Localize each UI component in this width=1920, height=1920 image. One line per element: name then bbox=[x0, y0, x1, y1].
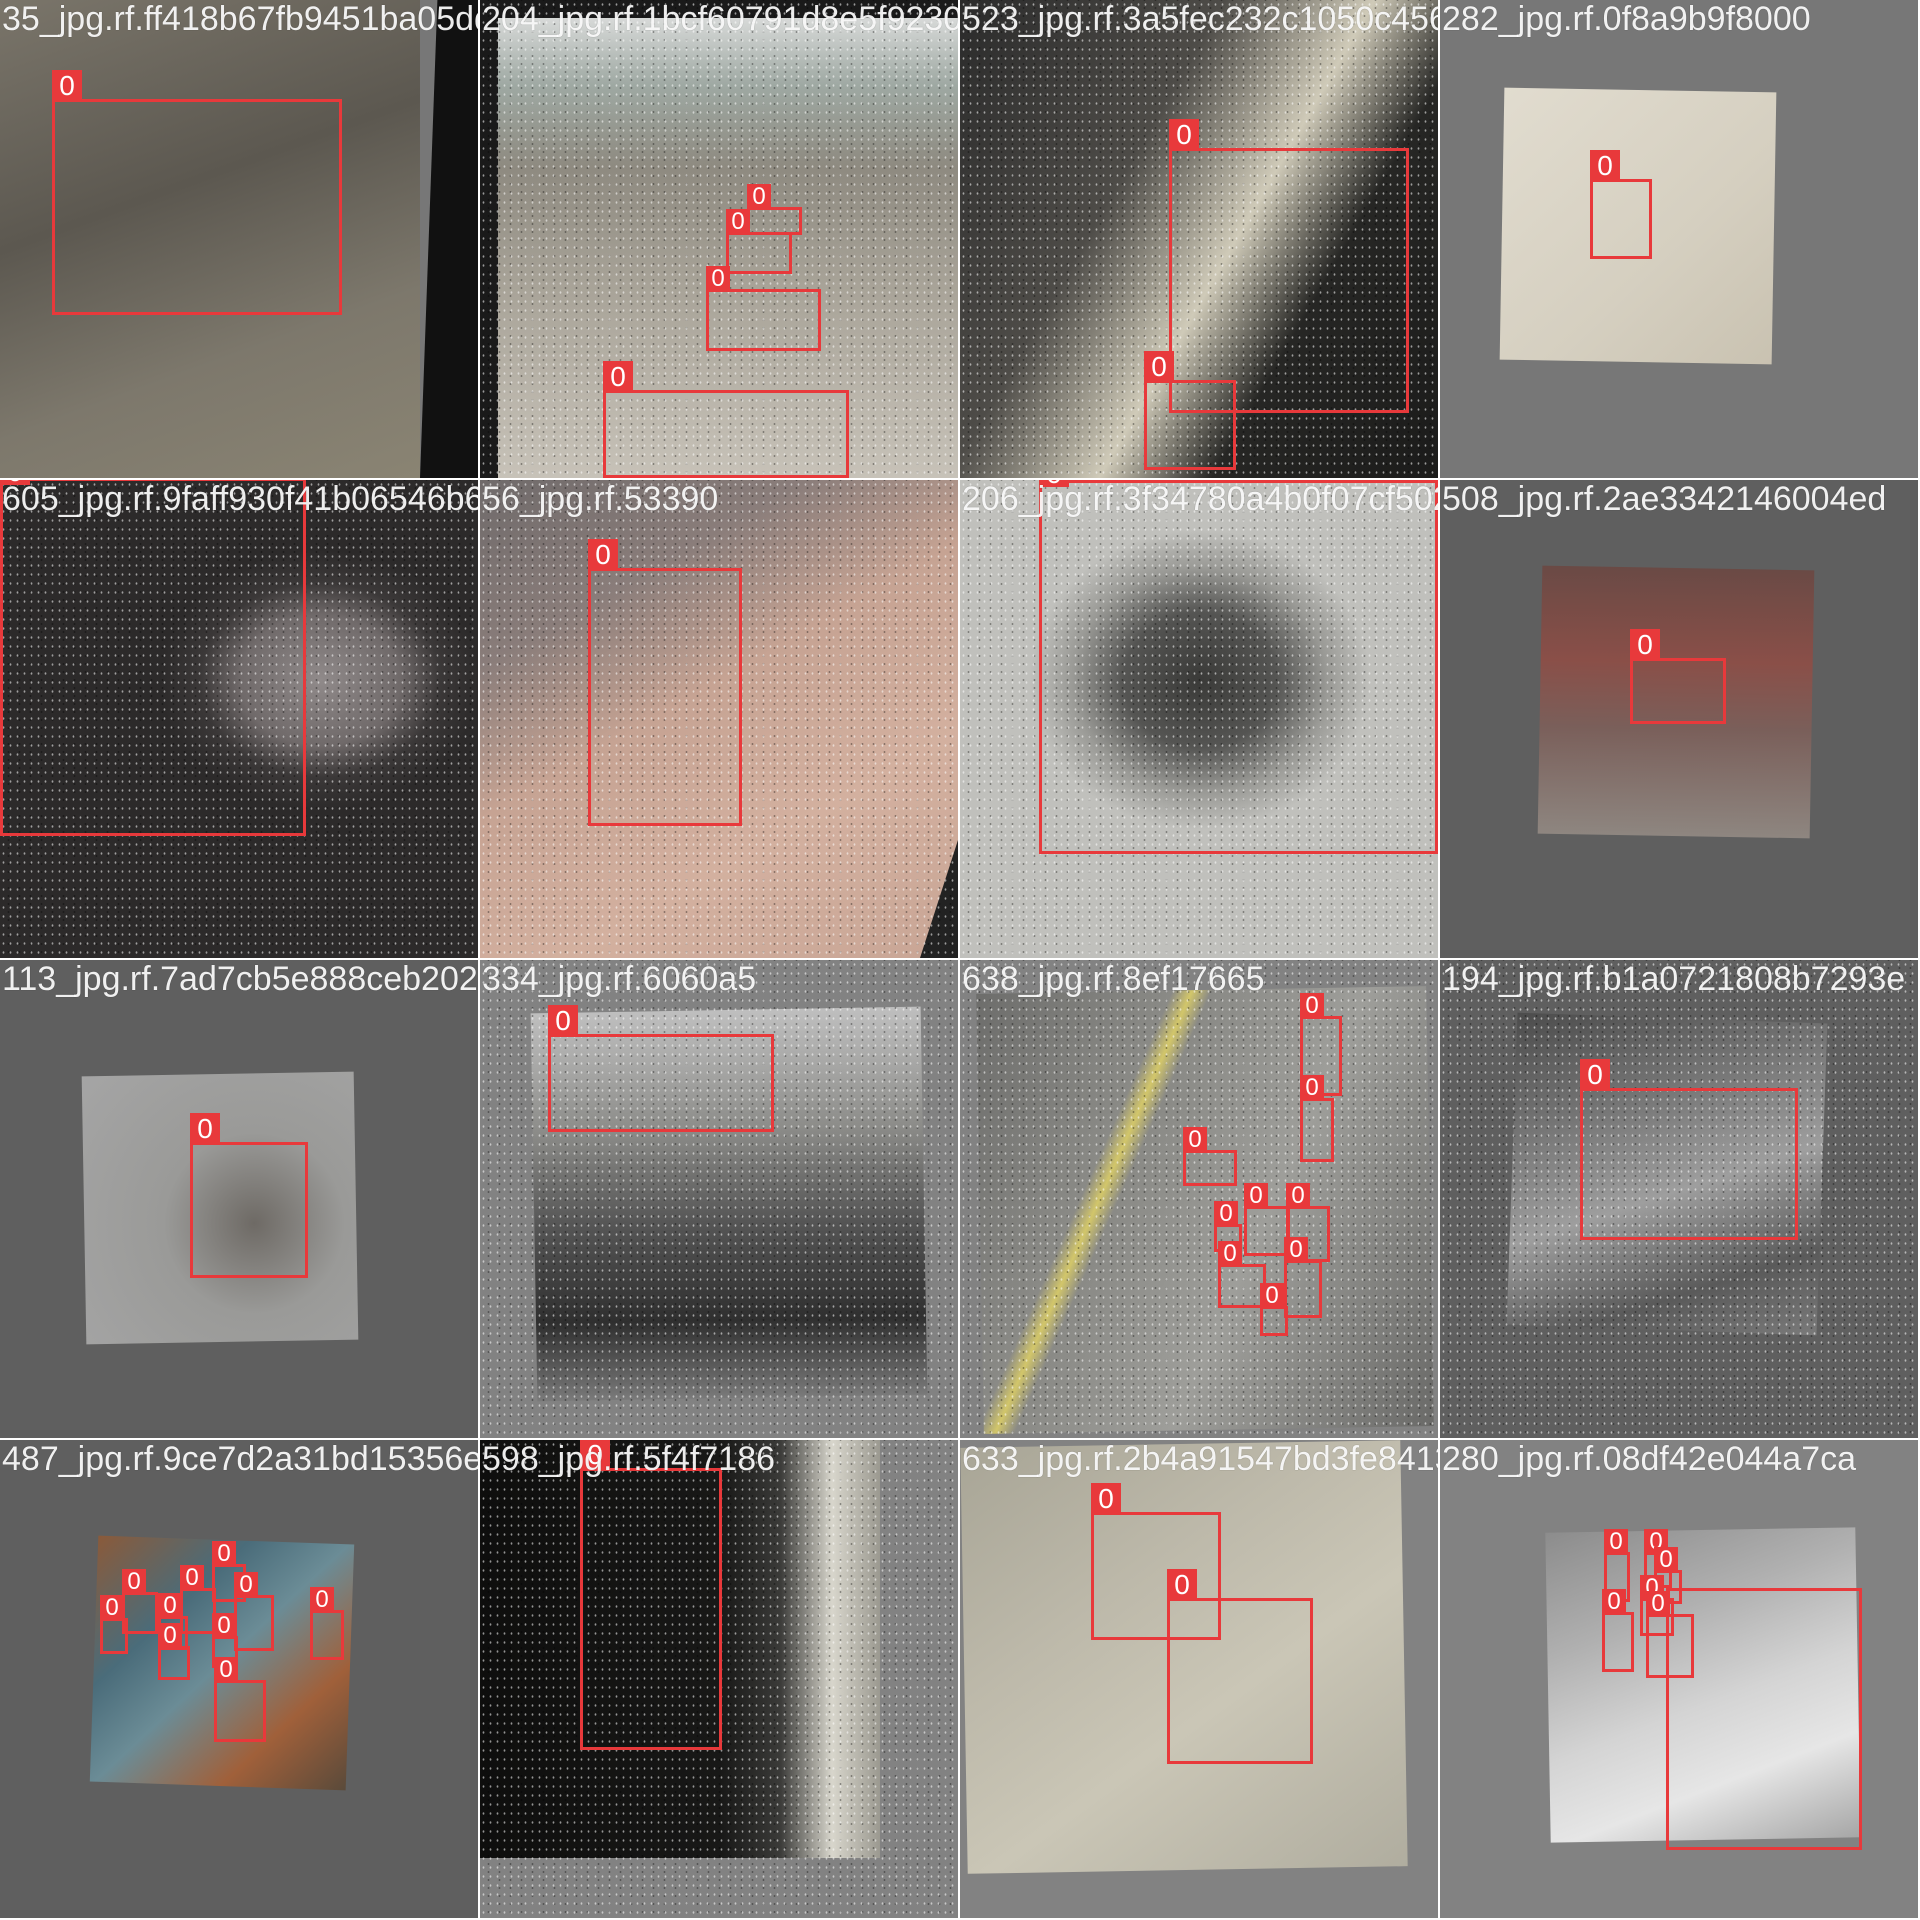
tile-filename: 194_jpg.rf.b1a0721808b7293e bbox=[1442, 962, 1905, 996]
pothole-bounding-box: 0 bbox=[580, 1468, 722, 1750]
pothole-bounding-box: 0 bbox=[1602, 1612, 1634, 1672]
tile-filename: 280_jpg.rf.08df42e044a7ca bbox=[1442, 1442, 1856, 1476]
tile-filename: 633_jpg.rf.2b4a91547bd3fe8413c8ef2805 bbox=[962, 1442, 1438, 1476]
tile-photo-edge bbox=[420, 0, 478, 478]
class-label: 0 bbox=[212, 1613, 236, 1639]
class-label: 0 bbox=[1183, 1127, 1207, 1153]
class-label: 0 bbox=[1300, 1075, 1324, 1101]
class-label: 0 bbox=[1244, 1183, 1268, 1209]
class-label: 0 bbox=[52, 70, 82, 102]
class-label: 0 bbox=[588, 539, 618, 571]
class-label: 0 bbox=[122, 1569, 146, 1595]
mosaic-tile: 633_jpg.rf.2b4a91547bd3fe8413c8ef2805 0 … bbox=[960, 1440, 1438, 1918]
mosaic-tile: 523_jpg.rf.3a5fec232c1050c4562d851a97866… bbox=[960, 0, 1438, 478]
pothole-bounding-box: 0 bbox=[1218, 1264, 1266, 1308]
pothole-bounding-box: 0 bbox=[588, 568, 742, 826]
tile-filename: 282_jpg.rf.0f8a9b9f8000 bbox=[1442, 2, 1811, 36]
pothole-bounding-box: 0 bbox=[1183, 1150, 1237, 1186]
tile-filename: 605_jpg.rf.9faff930f41b06546b66848f35130… bbox=[2, 482, 478, 516]
tile-filename: 638_jpg.rf.8ef17665 bbox=[962, 962, 1264, 996]
class-label: 0 bbox=[747, 184, 771, 210]
mosaic-tile: 35_jpg.rf.ff418b67fb9451ba05dd4f3e77f1d0… bbox=[0, 0, 478, 478]
class-label: 0 bbox=[1604, 1529, 1628, 1555]
pothole-bounding-box: 0 bbox=[548, 1034, 774, 1132]
class-label: 0 bbox=[158, 1593, 182, 1619]
class-label: 0 bbox=[1144, 351, 1174, 383]
pothole-bounding-box: 0 bbox=[310, 1610, 344, 1660]
class-label: 0 bbox=[1218, 1241, 1242, 1267]
tile-filename: 206_jpg.rf.3f34780a4b0f07cf502 bbox=[962, 482, 1438, 516]
class-label: 0 bbox=[1260, 1283, 1284, 1309]
class-label: 0 bbox=[212, 1541, 236, 1567]
tile-filename: 334_jpg.rf.6060a5 bbox=[482, 962, 756, 996]
pothole-bounding-box: 0 bbox=[1300, 1098, 1334, 1162]
mosaic-tile: 113_jpg.rf.7ad7cb5e888ceb2024c93c6980b67… bbox=[0, 960, 478, 1438]
pothole-bounding-box: 0 bbox=[1260, 1306, 1288, 1336]
tile-filename: 523_jpg.rf.3a5fec232c1050c4562d851a97866… bbox=[962, 2, 1438, 36]
class-label: 0 bbox=[1214, 1201, 1238, 1227]
pothole-bounding-box: 0 bbox=[747, 207, 802, 235]
tile-filename: 113_jpg.rf.7ad7cb5e888ceb2024c93c6980b67… bbox=[2, 962, 478, 996]
pothole-bounding-box: 0 bbox=[1144, 380, 1236, 470]
tile-filename: 56_jpg.rf.53390 bbox=[482, 482, 718, 516]
pothole-bounding-box: 0 bbox=[1039, 480, 1438, 854]
class-label: 0 bbox=[1286, 1183, 1310, 1209]
mosaic-tile: 334_jpg.rf.6060a5 0 bbox=[480, 960, 958, 1438]
class-label: 0 bbox=[234, 1572, 258, 1598]
mosaic-tile: 204_jpg.rf.1bcf60791d8e5f9230c94f3a8919 … bbox=[480, 0, 958, 478]
class-label: 0 bbox=[180, 1565, 204, 1591]
class-label: 0 bbox=[1602, 1589, 1626, 1615]
pothole-bounding-box: 0 bbox=[603, 390, 849, 478]
pothole-bounding-box: 0 bbox=[726, 232, 792, 274]
tile-filename: 487_jpg.rf.9ce7d2a31bd15356e7ac7b7ff0f66… bbox=[2, 1442, 478, 1476]
pothole-bounding-box: 0 bbox=[1169, 148, 1409, 413]
class-label: 0 bbox=[190, 1113, 220, 1145]
mosaic-tile: 206_jpg.rf.3f34780a4b0f07cf502 0 bbox=[960, 480, 1438, 958]
class-label: 0 bbox=[1091, 1483, 1121, 1515]
mosaic-tile: 282_jpg.rf.0f8a9b9f8000 0 bbox=[1440, 0, 1918, 478]
class-label: 0 bbox=[603, 361, 633, 393]
pothole-bounding-box: 0 bbox=[1167, 1598, 1313, 1764]
pothole-bounding-box: 0 bbox=[0, 480, 306, 836]
mosaic-tile: 638_jpg.rf.8ef17665 0 0 0 0 0 0 0 0 0 bbox=[960, 960, 1438, 1438]
pothole-bounding-box: 0 bbox=[214, 1680, 266, 1742]
pothole-bounding-box: 0 bbox=[1580, 1088, 1798, 1240]
class-label: 0 bbox=[1590, 150, 1620, 182]
pothole-bounding-box: 0 bbox=[52, 99, 342, 315]
mosaic-tile: 487_jpg.rf.9ce7d2a31bd15356e7ac7b7ff0f66… bbox=[0, 1440, 478, 1918]
mosaic-tile: 56_jpg.rf.53390 0 bbox=[480, 480, 958, 958]
class-label: 0 bbox=[548, 1005, 578, 1037]
class-label: 0 bbox=[1167, 1569, 1197, 1601]
pothole-bounding-box: 0 bbox=[234, 1595, 274, 1651]
tile-filename: 35_jpg.rf.ff418b67fb9451ba05dd4f3e77f1d0… bbox=[2, 2, 478, 36]
class-label: 0 bbox=[100, 1595, 124, 1621]
pothole-bounding-box: 0 bbox=[158, 1646, 190, 1680]
mosaic-tile: 598_jpg.rf.5f4f7186 0 bbox=[480, 1440, 958, 1918]
mosaic-tile: 280_jpg.rf.08df42e044a7ca 0 0 0 0 0 0 0 bbox=[1440, 1440, 1918, 1918]
class-label: 0 bbox=[310, 1587, 334, 1613]
mosaic-tile: 194_jpg.rf.b1a0721808b7293e 0 bbox=[1440, 960, 1918, 1438]
pothole-bounding-box: 0 bbox=[1284, 1260, 1322, 1318]
class-label: 0 bbox=[1284, 1237, 1308, 1263]
pothole-bounding-box: 0 bbox=[706, 289, 821, 351]
mosaic-tile: 508_jpg.rf.2ae3342146004ed 0 bbox=[1440, 480, 1918, 958]
pothole-bounding-box: 0 bbox=[1630, 658, 1726, 724]
mosaic-tile: 605_jpg.rf.9faff930f41b06546b66848f35130… bbox=[0, 480, 478, 958]
tile-photo bbox=[976, 986, 1434, 1434]
pothole-bounding-box: 0 bbox=[1666, 1588, 1862, 1850]
pothole-bounding-box: 0 bbox=[190, 1142, 308, 1278]
class-label: 0 bbox=[1630, 629, 1660, 661]
tile-filename: 204_jpg.rf.1bcf60791d8e5f9230c94f3a8919 bbox=[482, 2, 958, 36]
class-label: 0 bbox=[158, 1623, 182, 1649]
tile-filename: 598_jpg.rf.5f4f7186 bbox=[482, 1442, 775, 1476]
class-label: 0 bbox=[1580, 1059, 1610, 1091]
class-label: 0 bbox=[214, 1657, 238, 1683]
pothole-bounding-box: 0 bbox=[100, 1618, 128, 1654]
class-label: 0 bbox=[1300, 993, 1324, 1019]
class-label: 0 bbox=[1169, 119, 1199, 151]
pothole-bounding-box: 0 bbox=[1590, 179, 1652, 259]
tile-filename: 508_jpg.rf.2ae3342146004ed bbox=[1442, 482, 1886, 516]
